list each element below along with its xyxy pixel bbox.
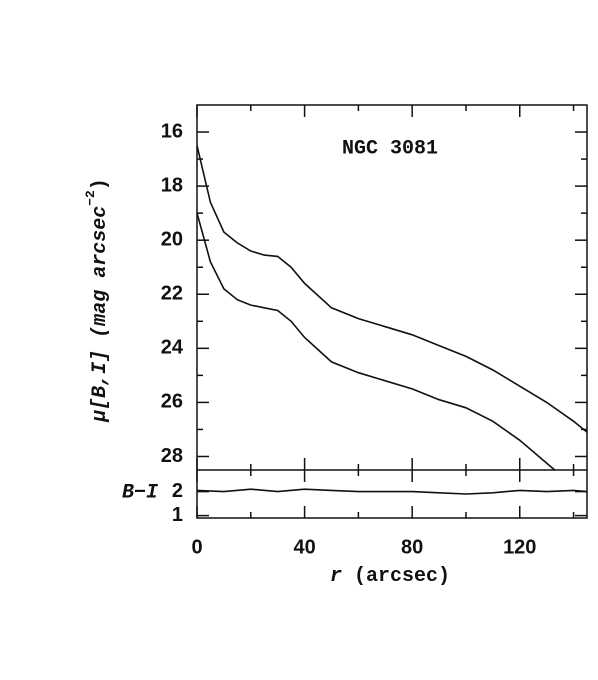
y-axis-label: μ[B,I] (mag arcsec−2) (83, 178, 112, 423)
annotation: NGC 3081 (342, 137, 438, 160)
y2-axis-label: B−I (122, 481, 159, 504)
data-line (196, 212, 556, 471)
frame (196, 104, 588, 519)
y-tick-label: 1 (172, 504, 183, 526)
y-tick-label: 24 (161, 337, 184, 359)
x-tick-label: 0 (191, 536, 202, 558)
x-tick-label: 120 (503, 536, 536, 558)
x-label-unit: (arcsec) (354, 565, 450, 588)
y-tick-label: 26 (161, 391, 183, 413)
x-tick-label: 40 (293, 536, 315, 558)
x-axis-label: r (arcsec) (330, 565, 450, 588)
y-label-end: ) (89, 178, 112, 190)
data-line (196, 145, 588, 433)
y-tick-label: 22 (161, 283, 183, 305)
y-label-sup: −2 (83, 190, 98, 206)
y-tick-label: 18 (161, 174, 183, 196)
y-label: μ[B,I] (mag arcsec (89, 206, 112, 423)
x-label-var: r (330, 565, 342, 588)
y-tick-label: 2 (172, 480, 183, 502)
data-line (196, 488, 588, 495)
y-tick-label: 16 (161, 120, 183, 142)
y-tick-label: 20 (161, 228, 183, 250)
x-tick-label: 80 (401, 536, 423, 558)
y-tick-label: 28 (161, 445, 183, 467)
